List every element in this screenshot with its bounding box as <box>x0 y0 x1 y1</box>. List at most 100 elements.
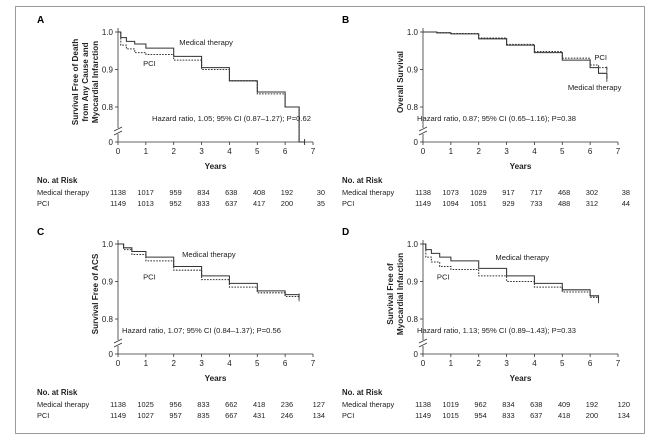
risk-value: 637 <box>225 199 237 208</box>
x-tick-label: 7 <box>616 359 621 368</box>
curve-label: Medical therapy <box>179 38 233 47</box>
y-axis-label-line: Survival Free of Death <box>71 39 80 125</box>
panel-letter: A <box>37 15 44 26</box>
risk-value: 638 <box>530 400 542 409</box>
risk-value: 418 <box>253 400 265 409</box>
x-tick-label: 2 <box>171 147 176 156</box>
risk-value: 409 <box>558 400 570 409</box>
x-tick-label: 3 <box>504 147 509 156</box>
risk-row-label: Medical therapy <box>37 400 89 409</box>
panel-a: A 0 0.8 0.9 1.0 0 1 2 3 4 5 6 7 Years Survival Free of… <box>37 15 325 208</box>
hazard-ratio-text: Hazard ratio, 1.05; 95% CI (0.87–1.27); … <box>152 114 311 123</box>
x-tick-label: 0 <box>116 359 121 368</box>
panel-letter: D <box>342 227 349 238</box>
medical-therapy-curve <box>423 243 600 299</box>
x-tick-label: 3 <box>504 359 509 368</box>
panel-letter: C <box>37 227 44 238</box>
x-tick-label: 1 <box>449 359 454 368</box>
y-axis-label: Survival Free of ACS <box>91 253 100 334</box>
risk-value: 120 <box>618 400 630 409</box>
x-tick-label: 0 <box>116 147 121 156</box>
risk-value: 302 <box>586 188 598 197</box>
risk-value: 30 <box>317 188 325 197</box>
x-tick-label: 7 <box>311 147 316 156</box>
y-axis-label-line: Survival Free of ACS <box>91 253 100 334</box>
risk-value: 835 <box>197 411 209 420</box>
axis-break-mark <box>418 338 428 348</box>
risk-value: 1149 <box>415 411 431 420</box>
curve-label: PCI <box>594 53 607 62</box>
risk-value: 667 <box>225 411 237 420</box>
x-tick-label: 7 <box>616 147 621 156</box>
risk-value: 134 <box>618 411 630 420</box>
y-tick-label: 1.0 <box>102 28 114 37</box>
curve-label: PCI <box>143 59 156 68</box>
risk-value: 236 <box>281 400 293 409</box>
curve-label: Medical therapy <box>495 253 549 262</box>
risk-value: 1013 <box>137 199 153 208</box>
y-axis-label-line: Overall Survival <box>396 51 405 113</box>
risk-value: 312 <box>586 199 598 208</box>
y-tick-label: 1.0 <box>407 28 419 37</box>
risk-value: 929 <box>502 199 514 208</box>
y-axis-label-line: Survival Free of <box>386 263 395 325</box>
risk-value: 408 <box>253 188 265 197</box>
risk-value: 956 <box>169 400 181 409</box>
risk-value: 1015 <box>442 411 458 420</box>
risk-value: 418 <box>558 411 570 420</box>
y-tick-label: 0 <box>414 350 419 359</box>
risk-value: 733 <box>530 199 542 208</box>
x-axis-label: Years <box>510 162 532 171</box>
risk-row-label: Medical therapy <box>342 400 394 409</box>
risk-value: 833 <box>197 400 209 409</box>
y-tick-label: 0.8 <box>407 315 419 324</box>
y-tick-label: 0 <box>414 138 419 147</box>
risk-table-title: No. at Risk <box>37 176 78 185</box>
risk-value: 192 <box>281 188 293 197</box>
panel-letter: B <box>342 15 349 26</box>
risk-value: 662 <box>225 400 237 409</box>
risk-value: 134 <box>313 411 325 420</box>
curve-label: Medical therapy <box>182 250 236 259</box>
risk-value: 959 <box>169 188 181 197</box>
axis-break-mark <box>113 338 123 348</box>
risk-value: 638 <box>225 188 237 197</box>
risk-row-label: PCI <box>37 199 49 208</box>
y-tick-label: 0 <box>109 350 114 359</box>
pci-curve <box>423 31 608 70</box>
x-tick-label: 6 <box>588 147 593 156</box>
risk-value: 1025 <box>137 400 153 409</box>
risk-value: 957 <box>169 411 181 420</box>
risk-value: 1138 <box>415 188 431 197</box>
x-tick-label: 5 <box>255 147 260 156</box>
x-tick-label: 5 <box>560 147 565 156</box>
risk-value: 717 <box>530 188 542 197</box>
y-tick-label: 0.9 <box>407 278 419 287</box>
x-tick-label: 4 <box>227 147 232 156</box>
axis-break-mark <box>113 126 123 136</box>
medical-therapy-curve <box>118 243 300 297</box>
risk-row-label: Medical therapy <box>37 188 89 197</box>
x-tick-label: 4 <box>227 359 232 368</box>
curve-label: PCI <box>437 273 450 282</box>
x-tick-label: 2 <box>171 359 176 368</box>
panel-d: D 0 0.8 0.9 1.0 0 1 2 3 4 5 6 7 Years Survival Free of… <box>342 227 630 420</box>
y-axis-label: Overall Survival <box>396 51 405 113</box>
risk-value: 1029 <box>470 188 486 197</box>
y-tick-label: 0.8 <box>407 103 419 112</box>
risk-value: 488 <box>558 199 570 208</box>
x-tick-label: 1 <box>144 359 149 368</box>
risk-row-label: Medical therapy <box>342 188 394 197</box>
x-tick-label: 6 <box>283 147 288 156</box>
x-tick-label: 5 <box>560 359 565 368</box>
axis-break-mark <box>418 126 428 136</box>
x-tick-label: 4 <box>532 359 537 368</box>
curve-label: Medical therapy <box>568 83 622 92</box>
risk-value: 834 <box>197 188 209 197</box>
risk-value: 833 <box>197 199 209 208</box>
risk-value: 834 <box>502 400 514 409</box>
hazard-ratio-text: Hazard ratio, 0.87; 95% CI (0.65–1.16); … <box>417 114 576 123</box>
x-axis-label: Years <box>510 374 532 383</box>
risk-table-title: No. at Risk <box>342 388 383 397</box>
